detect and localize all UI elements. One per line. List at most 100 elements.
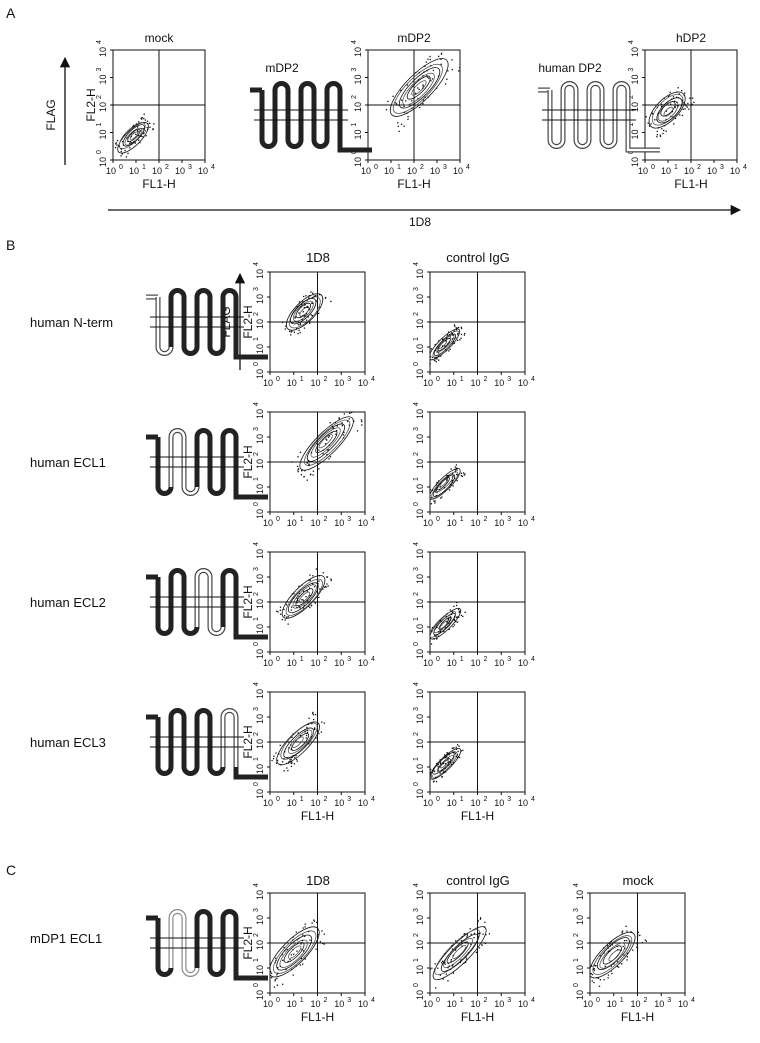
event	[361, 420, 363, 423]
event	[626, 939, 628, 942]
event	[659, 134, 661, 136]
y-tick-exp: 2	[253, 933, 260, 937]
y-tick-base: 10	[353, 129, 363, 139]
event	[684, 108, 686, 110]
event	[305, 295, 307, 297]
x-tick-exp: 3	[720, 164, 724, 171]
event	[287, 769, 289, 772]
event	[610, 965, 612, 967]
contour	[292, 300, 314, 322]
x-tick-exp: 4	[371, 997, 375, 1004]
event	[133, 124, 135, 127]
event	[630, 931, 632, 933]
event	[479, 932, 481, 934]
helix	[259, 90, 278, 149]
event	[308, 464, 310, 466]
y-tick-exp: 3	[413, 908, 420, 912]
event	[287, 960, 289, 963]
event	[309, 474, 312, 476]
x-tick-base: 10	[175, 166, 185, 176]
event	[308, 463, 310, 465]
event	[451, 948, 454, 950]
event	[308, 308, 311, 311]
event	[287, 741, 290, 743]
event	[439, 486, 441, 488]
event	[479, 918, 482, 920]
x-tick-exp: 1	[460, 656, 464, 663]
y-tick-exp: 4	[573, 883, 580, 887]
column-header: control IgG	[446, 873, 510, 888]
event	[296, 606, 298, 609]
event	[293, 953, 295, 955]
event	[441, 496, 443, 498]
event	[311, 922, 313, 924]
event	[444, 756, 446, 759]
contour	[392, 63, 443, 114]
event	[422, 84, 424, 86]
x-label: FL1-H	[397, 177, 430, 191]
contour	[446, 941, 469, 964]
event	[297, 324, 300, 326]
y-tick-exp: 2	[413, 312, 420, 316]
event	[322, 449, 324, 451]
event	[149, 126, 151, 128]
event	[427, 58, 429, 60]
helix	[194, 708, 213, 767]
event	[435, 361, 437, 363]
event	[632, 949, 634, 951]
event	[444, 345, 446, 347]
event	[296, 306, 299, 308]
event	[457, 332, 459, 335]
x-tick-base: 10	[707, 166, 717, 176]
event	[446, 752, 448, 754]
y-tick-exp: 4	[413, 542, 420, 546]
contour	[592, 935, 633, 975]
event	[691, 103, 693, 105]
event	[299, 607, 301, 609]
event	[307, 602, 310, 604]
event	[448, 617, 450, 619]
event	[448, 341, 450, 344]
event	[656, 134, 658, 136]
event	[450, 959, 452, 961]
event	[292, 733, 294, 735]
event	[306, 726, 308, 729]
event	[401, 99, 403, 101]
helix	[155, 577, 174, 636]
event	[470, 943, 472, 946]
event	[454, 469, 457, 471]
x-tick-exp: 1	[300, 656, 304, 663]
event	[457, 334, 459, 336]
event	[473, 937, 475, 939]
event	[643, 123, 644, 124]
event	[654, 119, 656, 121]
event	[436, 50, 438, 51]
event	[459, 961, 462, 964]
x-tick-exp: 4	[211, 164, 215, 171]
event	[322, 572, 324, 574]
event	[665, 110, 668, 112]
population	[430, 917, 491, 989]
x-tick-exp: 0	[374, 164, 378, 171]
y-tick-exp: 4	[628, 40, 635, 44]
event	[617, 966, 620, 968]
event	[444, 953, 446, 955]
event	[437, 347, 440, 349]
x-tick-base: 10	[447, 658, 457, 668]
event	[330, 578, 332, 580]
event	[292, 936, 294, 938]
x-label: FL1-H	[301, 809, 334, 823]
event	[122, 144, 125, 146]
event	[684, 92, 686, 94]
contour	[406, 75, 431, 100]
event	[144, 130, 147, 132]
x-tick-base: 10	[423, 999, 433, 1009]
x-tick-exp: 2	[644, 997, 648, 1004]
event	[447, 764, 450, 766]
event	[302, 963, 304, 965]
y-tick-exp: 4	[413, 402, 420, 406]
event	[431, 775, 433, 777]
y-tick-base: 10	[353, 102, 363, 112]
event	[316, 442, 318, 445]
x-tick-base: 10	[423, 658, 433, 668]
